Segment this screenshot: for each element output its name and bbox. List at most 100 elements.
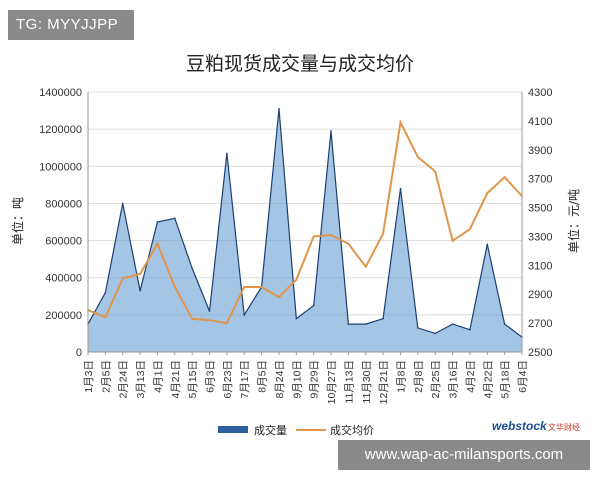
left-tick-4: 800000 [45, 198, 82, 210]
price-point-15 [347, 242, 350, 245]
volume-point-24 [503, 323, 506, 325]
left-tick-7: 1400000 [39, 87, 82, 99]
volume-point-4 [156, 221, 159, 223]
right-tick-5: 3500 [528, 203, 552, 215]
x-tick-2: 2月24日 [118, 360, 130, 399]
price-point-9 [243, 286, 246, 288]
price-line [87, 119, 523, 325]
price-point-24 [503, 176, 506, 179]
legend-label-price: 成交均价 [330, 423, 374, 437]
price-point-4 [156, 242, 159, 245]
price-point-23 [486, 192, 489, 195]
right-tick-3: 3100 [528, 260, 552, 272]
x-tick-14: 10月27日 [326, 360, 338, 404]
volume-point-9 [243, 314, 245, 316]
x-tick-13: 9月29日 [309, 360, 321, 399]
right-tick-2: 2900 [528, 289, 552, 301]
x-tick-21: 3月16日 [448, 360, 460, 399]
x-ticks: 1月3日 2月5日 2月24日 3月13日 4月1日 4月21日 5月15日 6月3日 6月23… [83, 352, 529, 404]
legend-swatch-volume [218, 426, 248, 433]
left-tick-0: 0 [76, 347, 82, 359]
x-tick-11: 8月24日 [274, 360, 286, 399]
right-axis-label: 单位：元/吨 [566, 189, 581, 253]
watermark-tag: TG: MYYJJPP [8, 10, 134, 40]
volume-point-12 [295, 317, 298, 320]
price-series [87, 119, 523, 325]
volume-point-11 [278, 107, 280, 110]
watermark-url: www.wap-ac-milansports.com [338, 440, 590, 470]
left-axis-label: 单位：吨 [10, 197, 25, 245]
logo-brand: webstock [492, 419, 548, 433]
x-tick-12: 9月10日 [291, 360, 303, 399]
volume-line [87, 108, 523, 338]
price-point-13 [312, 235, 315, 238]
right-tick-0: 2500 [528, 347, 552, 359]
right-ticks: 2500 2700 2900 3100 3300 3500 3700 3900 4100 4300 [528, 87, 552, 359]
x-tick-5: 4月21日 [170, 360, 182, 399]
price-point-16 [364, 265, 367, 268]
price-point-19 [416, 156, 419, 158]
price-point-20 [434, 170, 437, 173]
chart-title: 豆粕现货成交量与成交均价 [186, 53, 414, 75]
x-tick-22: 4月2日 [465, 360, 477, 393]
price-point-5 [173, 286, 176, 288]
x-tick-7: 6月3日 [205, 360, 217, 393]
right-tick-8: 4100 [528, 116, 552, 128]
right-tick-4: 3300 [528, 231, 552, 243]
left-tick-6: 1200000 [39, 124, 82, 136]
x-tick-25: 6月4日 [517, 360, 529, 393]
volume-point-20 [434, 332, 437, 335]
x-tick-8: 6月23日 [222, 360, 234, 399]
price-point-6 [191, 317, 194, 320]
volume-point-13 [312, 304, 315, 307]
volume-point-8 [226, 152, 228, 155]
price-point-2 [121, 277, 124, 280]
price-point-7 [208, 319, 211, 322]
left-tick-3: 600000 [45, 236, 82, 248]
legend-label-volume: 成交量 [254, 423, 287, 437]
x-tick-6: 5月15日 [187, 360, 199, 399]
right-tick-1: 2700 [528, 318, 552, 330]
x-tick-19: 2月8日 [413, 360, 425, 393]
x-tick-16: 11月30日 [361, 360, 373, 404]
volume-point-23 [486, 243, 489, 246]
price-point-11 [278, 296, 280, 298]
x-tick-23: 4月22日 [482, 360, 494, 399]
right-tick-9: 4300 [528, 87, 552, 99]
volume-point-15 [347, 323, 350, 325]
price-point-1 [104, 316, 107, 319]
price-point-8 [226, 322, 228, 324]
price-point-14 [330, 234, 332, 236]
volume-point-18 [399, 187, 402, 190]
price-point-12 [295, 278, 298, 281]
volume-point-14 [330, 130, 332, 132]
x-tick-3: 3月13日 [135, 360, 147, 399]
x-tick-20: 2月25日 [430, 360, 442, 399]
left-tick-1: 200000 [45, 310, 82, 322]
logo: webstock 文华财经 [492, 419, 580, 433]
volume-point-7 [208, 310, 211, 312]
volume-area [88, 108, 522, 352]
left-ticks: 0 200000 400000 600000 800000 1000000 1200000 1… [39, 87, 82, 359]
volume-point-17 [382, 317, 384, 320]
price-point-22 [469, 228, 471, 231]
volume-point-3 [139, 289, 141, 292]
x-tick-4: 4月1日 [152, 360, 164, 393]
price-point-18 [399, 121, 402, 124]
price-point-3 [139, 273, 142, 275]
legend: 成交量 成交均价 [218, 423, 374, 437]
price-point-17 [382, 232, 384, 235]
price-point-10 [260, 286, 263, 288]
x-tick-1: 2月5日 [100, 360, 112, 393]
volume-point-1 [104, 291, 107, 294]
x-tick-10: 8月5日 [257, 360, 269, 393]
x-tick-18: 1月8日 [395, 360, 407, 393]
x-tick-9: 7月17日 [239, 360, 251, 399]
x-tick-15: 11月13日 [343, 360, 355, 404]
logo-sub: 文华财经 [548, 422, 580, 432]
volume-point-21 [451, 323, 454, 325]
volume-point-6 [191, 267, 193, 270]
right-tick-7: 3900 [528, 145, 552, 157]
volume-point-16 [365, 323, 367, 325]
